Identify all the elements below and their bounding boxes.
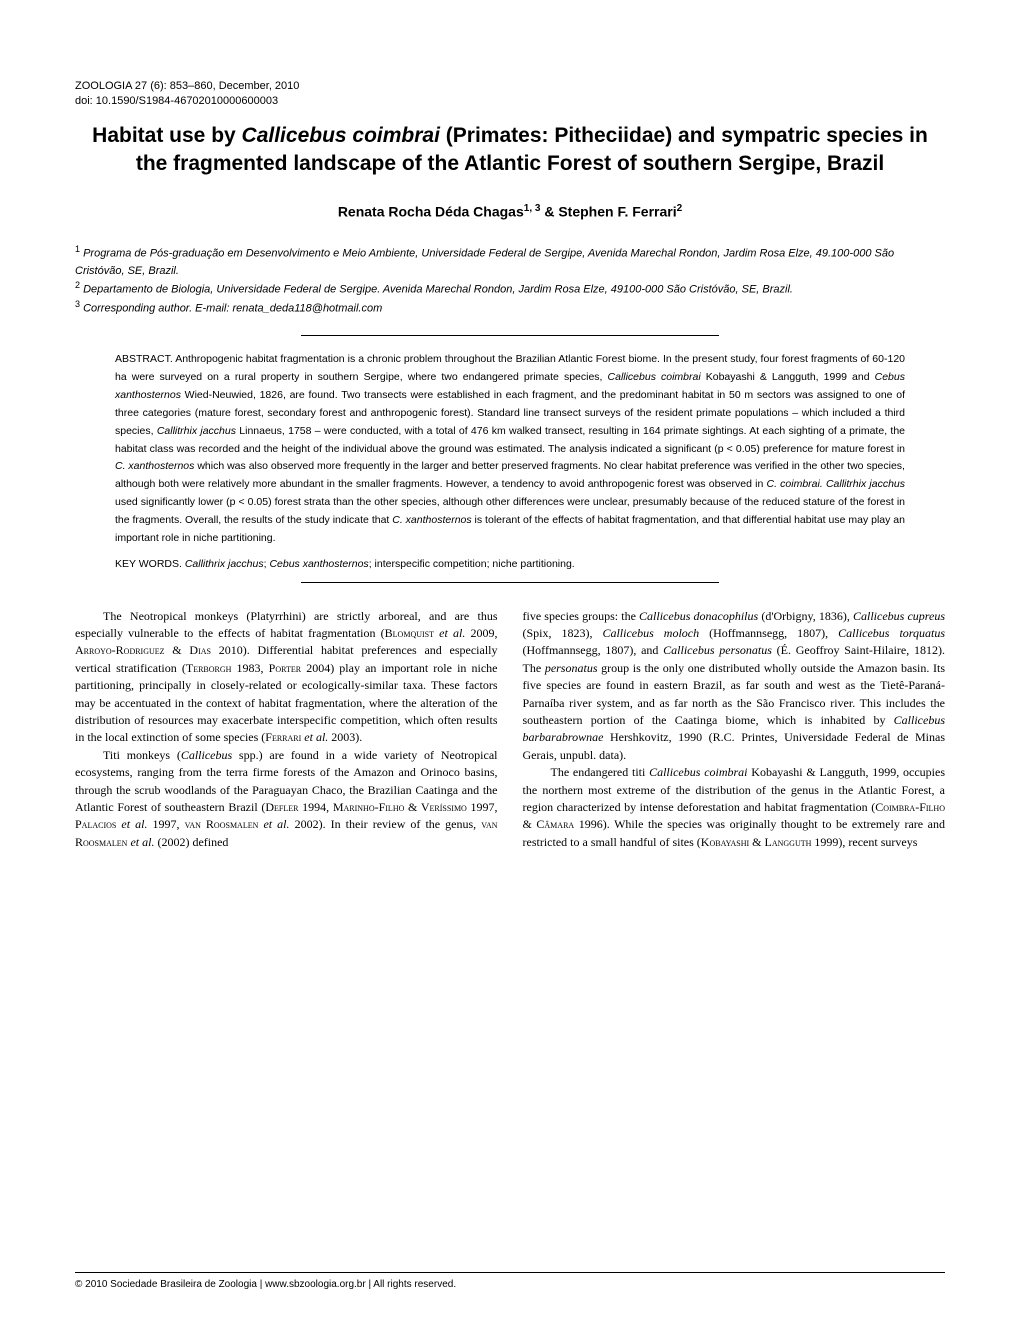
- lp1-sc3: Terborgh: [186, 661, 232, 675]
- rp1-sp1: Callicebus donacophilus: [639, 609, 758, 623]
- affiliation-2: 2 Departamento de Biologia, Universidade…: [75, 279, 945, 298]
- lp1-sc1: Blomquist: [385, 626, 434, 640]
- abstract-label: ABSTRACT.: [115, 353, 175, 365]
- abstract-sp3: Callitrhix jacchus: [157, 425, 236, 437]
- author1: Renata Rocha Déda Chagas: [338, 203, 524, 219]
- rp1-sp4: Callicebus torquatus: [838, 626, 945, 640]
- lp1-8: 2003).: [328, 730, 362, 744]
- lp2-sc2: Marinho-Filho & Veríssimo: [333, 800, 467, 814]
- rp1-sp3: Callicebus moloch: [602, 626, 699, 640]
- affiliation-1: 1 Programa de Pós-graduação em Desenvolv…: [75, 243, 945, 279]
- affiliation-3: 3 Corresponding author. E-mail: renata_d…: [75, 298, 945, 317]
- keywords-sp2: Cebus xanthosternos: [269, 558, 368, 570]
- abstract-divider-top: [301, 335, 719, 336]
- abstract-sp4: C. xanthosternos: [115, 460, 194, 472]
- abstract-sp5: C. coimbrai. Callitrhix jacchus: [766, 478, 905, 490]
- right-p1: five species groups: the Callicebus dona…: [523, 608, 946, 765]
- lp1-sc4: Porter: [269, 661, 301, 675]
- lp2-it2: et al.: [263, 817, 289, 831]
- doi: doi: 10.1590/S1984-46702010000600003: [75, 95, 945, 107]
- keywords: KEY WORDS. Callithrix jacchus; Cebus xan…: [75, 558, 945, 570]
- abstract-text2: Kobayashi & Langguth, 1999 and: [701, 371, 875, 383]
- title-species: Callicebus coimbrai: [242, 124, 440, 147]
- rp1-3: (Spix, 1823),: [523, 626, 603, 640]
- rp1-sp6: personatus: [545, 661, 598, 675]
- journal-citation: ZOOLOGIA 27 (6): 853–860, December, 2010: [75, 80, 945, 92]
- lp2-3: 1994,: [298, 800, 332, 814]
- lp2-10: (2002) defined: [154, 835, 228, 849]
- lp1-sc5: Ferrari: [265, 730, 301, 744]
- keywords-text: ; interspecific competition; niche parti…: [369, 558, 575, 570]
- keywords-label: KEY WORDS.: [115, 558, 185, 570]
- article-title: Habitat use by Callicebus coimbrai (Prim…: [75, 122, 945, 179]
- rp1-4: (Hoffmannsegg, 1807),: [699, 626, 838, 640]
- abstract-sp6: C. xanthosternos: [392, 514, 471, 526]
- right-p2: The endangered titi Callicebus coimbrai …: [523, 764, 946, 851]
- rp1-5: (Hoffmannsegg, 1807), and: [523, 643, 664, 657]
- lp2-sc1: Defler: [265, 800, 298, 814]
- rp1-2: (d'Orbigny, 1836),: [758, 609, 853, 623]
- rp1-sp5: Callicebus personatus: [663, 643, 772, 657]
- rp2-1: The endangered titi: [551, 765, 650, 779]
- lp2-8: 2002). In their review of the genus,: [290, 817, 482, 831]
- aff1-text: Programa de Pós-graduação em Desenvolvim…: [75, 248, 894, 277]
- lp2-sp1: Callicebus: [181, 748, 232, 762]
- rp2-sc2: Kobayashi & Langguth: [701, 835, 812, 849]
- lp2-6: 1997,: [147, 817, 184, 831]
- affiliations: 1 Programa de Pós-graduação em Desenvolv…: [75, 243, 945, 317]
- left-column: The Neotropical monkeys (Platyrrhini) ar…: [75, 608, 498, 851]
- lp2-4: 1997,: [467, 800, 498, 814]
- right-column: five species groups: the Callicebus dona…: [523, 608, 946, 851]
- title-part1: Habitat use by: [92, 124, 241, 147]
- lp2-sc3: Palacios: [75, 817, 116, 831]
- author-separator: &: [540, 203, 558, 219]
- rp2-4: 1999), recent surveys: [811, 835, 917, 849]
- author2-sup: 2: [677, 203, 683, 214]
- footer: © 2010 Sociedade Brasileira de Zoologia …: [75, 1272, 945, 1290]
- left-p1: The Neotropical monkeys (Platyrrhini) ar…: [75, 608, 498, 747]
- aff3-text: Corresponding author. E-mail: renata_ded…: [80, 303, 382, 315]
- left-p2: Titi monkeys (Callicebus spp.) are found…: [75, 747, 498, 851]
- body-text: The Neotropical monkeys (Platyrrhini) ar…: [75, 608, 945, 851]
- abstract-sp1: Callicebus coimbrai: [608, 371, 701, 383]
- lp2-it1: et al.: [121, 817, 147, 831]
- lp1-sc2: Arroyo-Rodriguez & Dias: [75, 643, 211, 657]
- rp1-1: five species groups: the: [523, 609, 640, 623]
- lp2-it3: et al.: [130, 835, 154, 849]
- lp2-sc4: van Roosmalen: [185, 817, 259, 831]
- author1-sup: 1, 3: [524, 203, 541, 214]
- abstract-divider-bottom: [301, 582, 719, 583]
- rp2-sp1: Callicebus coimbrai: [649, 765, 747, 779]
- lp1-5: 1983,: [231, 661, 268, 675]
- lp2-1: Titi monkeys (: [103, 748, 181, 762]
- lp1-it2: et al.: [304, 730, 328, 744]
- abstract: ABSTRACT. Anthropogenic habitat fragment…: [75, 351, 945, 547]
- keywords-sp1: Callithrix jacchus: [185, 558, 264, 570]
- aff2-text: Departamento de Biologia, Universidade F…: [80, 284, 793, 296]
- rp1-sp2: Callicebus cupreus: [853, 609, 945, 623]
- lp1-it1: et al.: [439, 626, 465, 640]
- author2: Stephen F. Ferrari: [558, 203, 676, 219]
- authors: Renata Rocha Déda Chagas1, 3 & Stephen F…: [75, 203, 945, 220]
- lp1-3: 2009,: [465, 626, 497, 640]
